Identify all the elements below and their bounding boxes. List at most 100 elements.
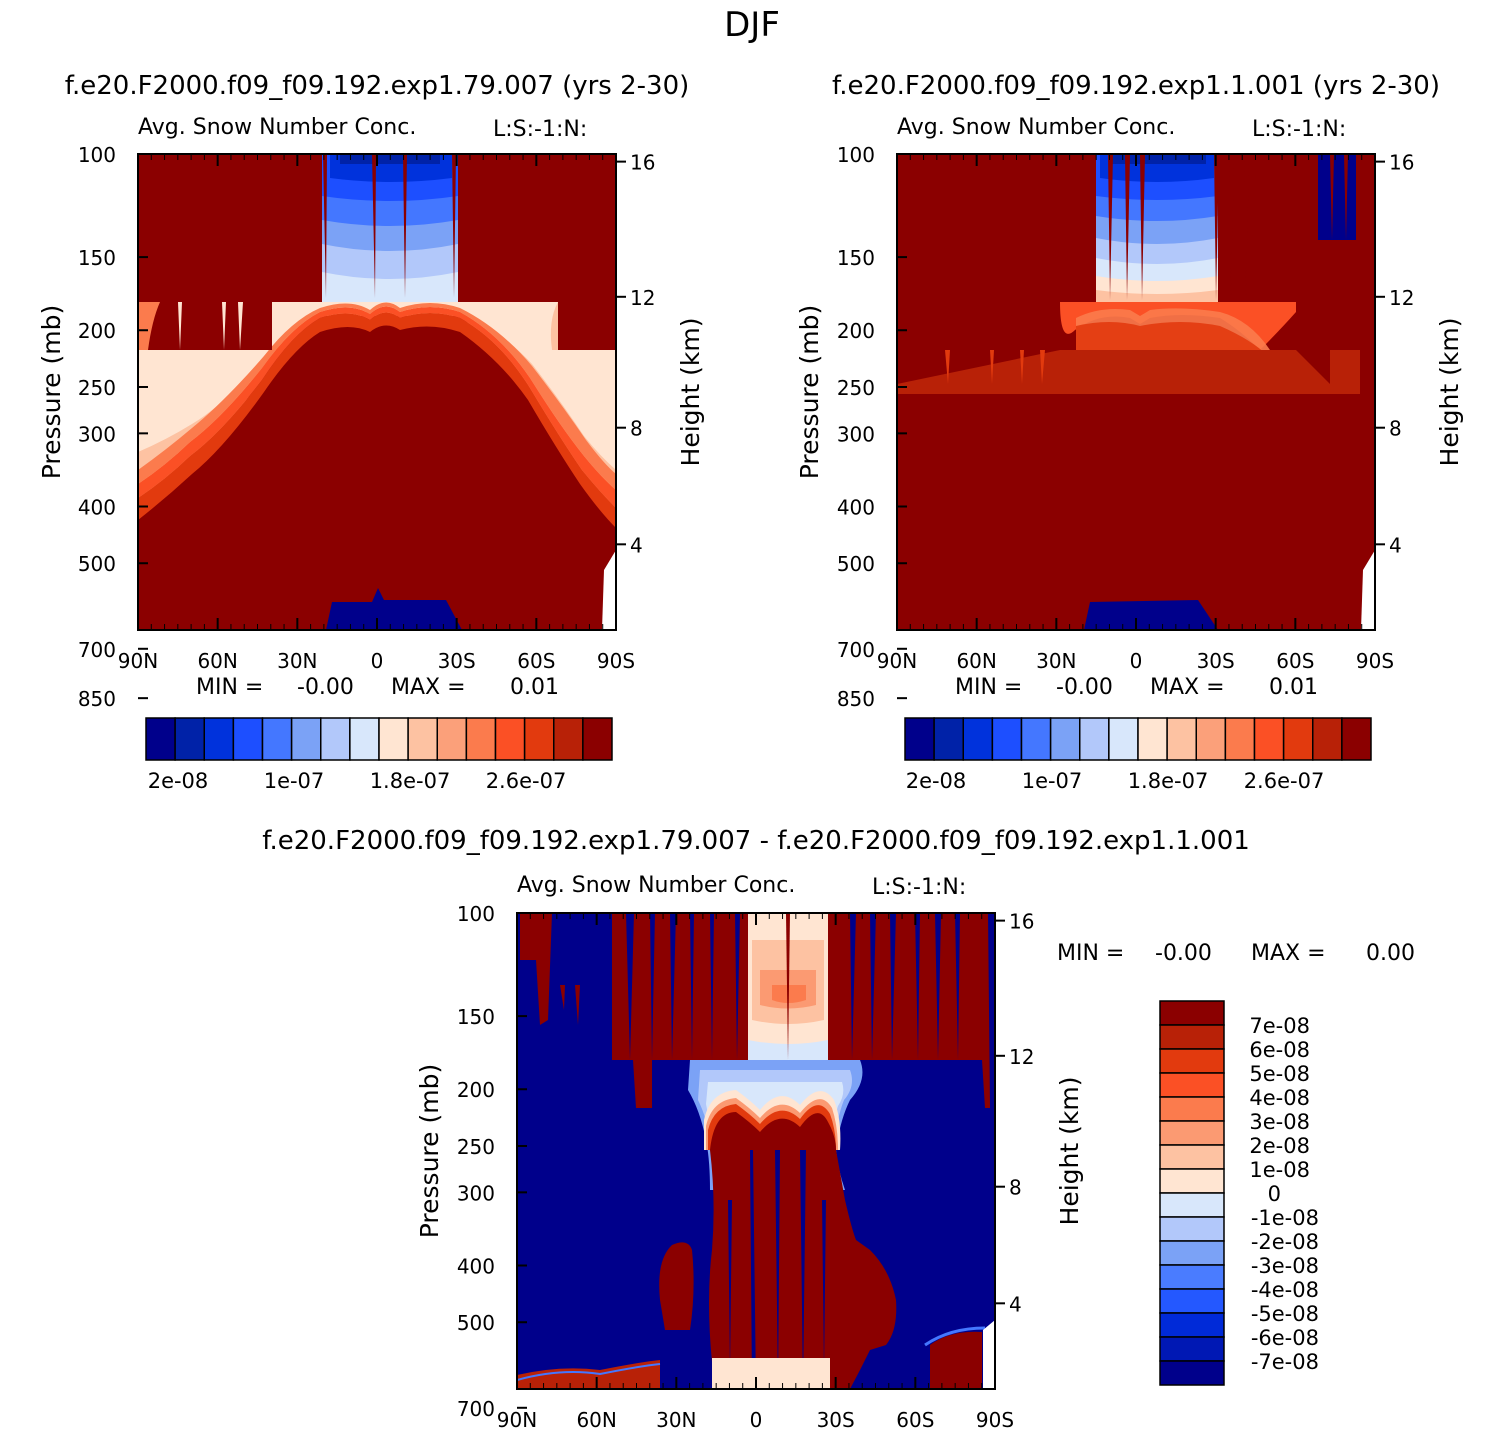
- colorbar-swatch: [1137, 717, 1168, 761]
- y-tick-label: 700: [78, 638, 116, 662]
- y-tick-label: 400: [78, 495, 116, 519]
- colorbar-label: 3e-08: [1249, 1110, 1310, 1134]
- colorbar-swatch: [1195, 717, 1227, 761]
- colorbar-label: 1.8e-07: [370, 769, 451, 793]
- plot-subtitle-exp79: L:S:-1:N:: [493, 117, 587, 142]
- colorbar-swatch: [1020, 717, 1052, 761]
- colorbar-swatch: [962, 717, 994, 761]
- colorbar-label: 1e-07: [1022, 769, 1083, 793]
- min-label-exp1: MIN =: [955, 675, 1022, 700]
- colorbar-swatch: [1166, 717, 1197, 761]
- y-tick-label: 850: [78, 687, 116, 711]
- y-axis-label-exp79: Pressure (mb): [37, 305, 66, 479]
- colorbar-swatch: [1253, 717, 1285, 761]
- axes-exp79: 100 150 200 250 300 400 500 700 850 16 12 8 4 90N 60N 3…: [78, 143, 656, 711]
- y-tick-label: 850: [837, 687, 875, 711]
- colorbar-label: 7e-08: [1249, 1014, 1310, 1038]
- colorbar-label: 2.6e-07: [486, 769, 567, 793]
- max-label-exp79: MAX =: [391, 675, 466, 700]
- min-label-exp79: MIN =: [196, 675, 263, 700]
- y-tick-label: 100: [457, 902, 495, 926]
- x-tick-label: 90S: [597, 649, 635, 673]
- x-tick-label: 60S: [1276, 649, 1314, 673]
- y-tick-label: 500: [78, 552, 116, 576]
- x-tick-label: 60N: [956, 649, 996, 673]
- max-value-diff: 0.00: [1366, 941, 1415, 966]
- colorbar-label: -7e-08: [1251, 1350, 1319, 1374]
- case-title-diff: f.e20.F2000.f09_f09.192.exp1.79.007 - f.…: [262, 826, 1250, 856]
- colorbar-swatch: [174, 717, 205, 761]
- axes-diff: 10015020025030040050070085016128490N60N3…: [457, 902, 1035, 1432]
- colorbar-swatch: [145, 717, 176, 761]
- colorbar-swatch: [582, 717, 613, 761]
- colorbar-swatch: [1159, 1264, 1225, 1290]
- x-tick-label: 60S: [517, 649, 555, 673]
- x-tick-label: 60S: [896, 1408, 934, 1432]
- colorbar-swatch: [1108, 717, 1139, 761]
- y-tick-label: 200: [837, 319, 875, 343]
- y-axis-label-diff: Pressure (mb): [415, 1064, 444, 1238]
- y-tick-label: 200: [457, 1078, 495, 1102]
- colorbar-swatch: [1159, 1072, 1225, 1098]
- y-tick-label: 300: [78, 422, 116, 446]
- case-title-exp1: f.e20.F2000.f09_f09.192.exp1.1.001 (yrs …: [832, 71, 1440, 101]
- colorbar-label: 1.8e-07: [1128, 769, 1209, 793]
- colorbar-swatch: [1159, 1120, 1225, 1146]
- plot-subtitle-diff: L:S:-1:N:: [872, 875, 966, 900]
- y-tick-label: 250: [457, 1135, 495, 1159]
- season-title: DJF: [724, 5, 780, 45]
- y-tick-label: 250: [78, 376, 116, 400]
- colorbar-swatch: [290, 717, 322, 761]
- colorbar-labels-diff: 7e-08 6e-08 5e-08 4e-08 3e-08 2e-08 1e-0…: [1249, 1014, 1319, 1374]
- colorbar-swatch: [1049, 717, 1081, 761]
- colorbar-swatch: [465, 717, 497, 761]
- colorbar-swatch: [1341, 717, 1372, 761]
- colorbar-swatch: [1079, 717, 1110, 761]
- colorbar-swatch: [1282, 717, 1314, 761]
- colorbar-swatch: [349, 717, 380, 761]
- x-tick-label: 60N: [576, 1408, 616, 1432]
- colorbar-label: -6e-08: [1251, 1326, 1319, 1350]
- colorbar-swatch: [553, 717, 584, 761]
- colorbar-label: 4e-08: [1249, 1086, 1310, 1110]
- colorbar-swatch: [494, 717, 526, 761]
- min-value-diff: -0.00: [1155, 941, 1212, 966]
- contour-field-exp79: [138, 154, 616, 630]
- x-tick-label: 90N: [497, 1408, 537, 1432]
- y2-tick-label: 16: [1009, 910, 1034, 934]
- colorbar-label: 2e-08: [148, 769, 209, 793]
- colorbar-swatch: [378, 717, 409, 761]
- colorbar-label: -4e-08: [1251, 1278, 1319, 1302]
- y-tick-label: 300: [457, 1181, 495, 1205]
- max-value-exp1: 0.01: [1269, 675, 1318, 700]
- y2-tick-label: 8: [630, 417, 643, 441]
- colorbar-label: 6e-08: [1249, 1038, 1310, 1062]
- y-tick-label: 500: [457, 1311, 495, 1335]
- y-tick-label: 700: [457, 1397, 495, 1421]
- colorbar-swatch: [1159, 1336, 1225, 1362]
- colorbar-label: 2.6e-07: [1244, 769, 1325, 793]
- colorbar-exp1: [904, 717, 1372, 761]
- y-tick-label: 400: [837, 495, 875, 519]
- stats-exp79: MIN = -0.00 MAX = 0.01: [196, 675, 559, 700]
- y2-tick-label: 4: [1009, 1292, 1022, 1316]
- y2-axis-label-exp79: Height (km): [676, 318, 705, 467]
- y2-tick-label: 12: [630, 286, 655, 310]
- y-tick-label: 500: [837, 552, 875, 576]
- colorbar-swatch: [523, 717, 555, 761]
- contour-field-exp1: [897, 154, 1375, 630]
- y2-axis-label-exp1: Height (km): [1435, 318, 1464, 467]
- colorbar-swatch: [1159, 1360, 1225, 1386]
- colorbar-swatch: [1159, 1168, 1225, 1194]
- colorbar-exp79: [145, 717, 613, 761]
- panel-exp1: f.e20.F2000.f09_f09.192.exp1.1.001 (yrs …: [795, 71, 1464, 793]
- colorbar-swatch: [1159, 1048, 1225, 1074]
- y2-tick-label: 8: [1389, 417, 1402, 441]
- colorbar-swatch: [1159, 1144, 1225, 1170]
- colorbar-swatch: [904, 717, 935, 761]
- min-value-exp1: -0.00: [1056, 675, 1113, 700]
- y-tick-label: 400: [457, 1254, 495, 1278]
- y2-tick-label: 16: [1389, 151, 1414, 175]
- y-tick-label: 100: [78, 143, 116, 167]
- colorbar-labels-exp1: 2e-08 1e-07 1.8e-07 2.6e-07: [906, 769, 1325, 793]
